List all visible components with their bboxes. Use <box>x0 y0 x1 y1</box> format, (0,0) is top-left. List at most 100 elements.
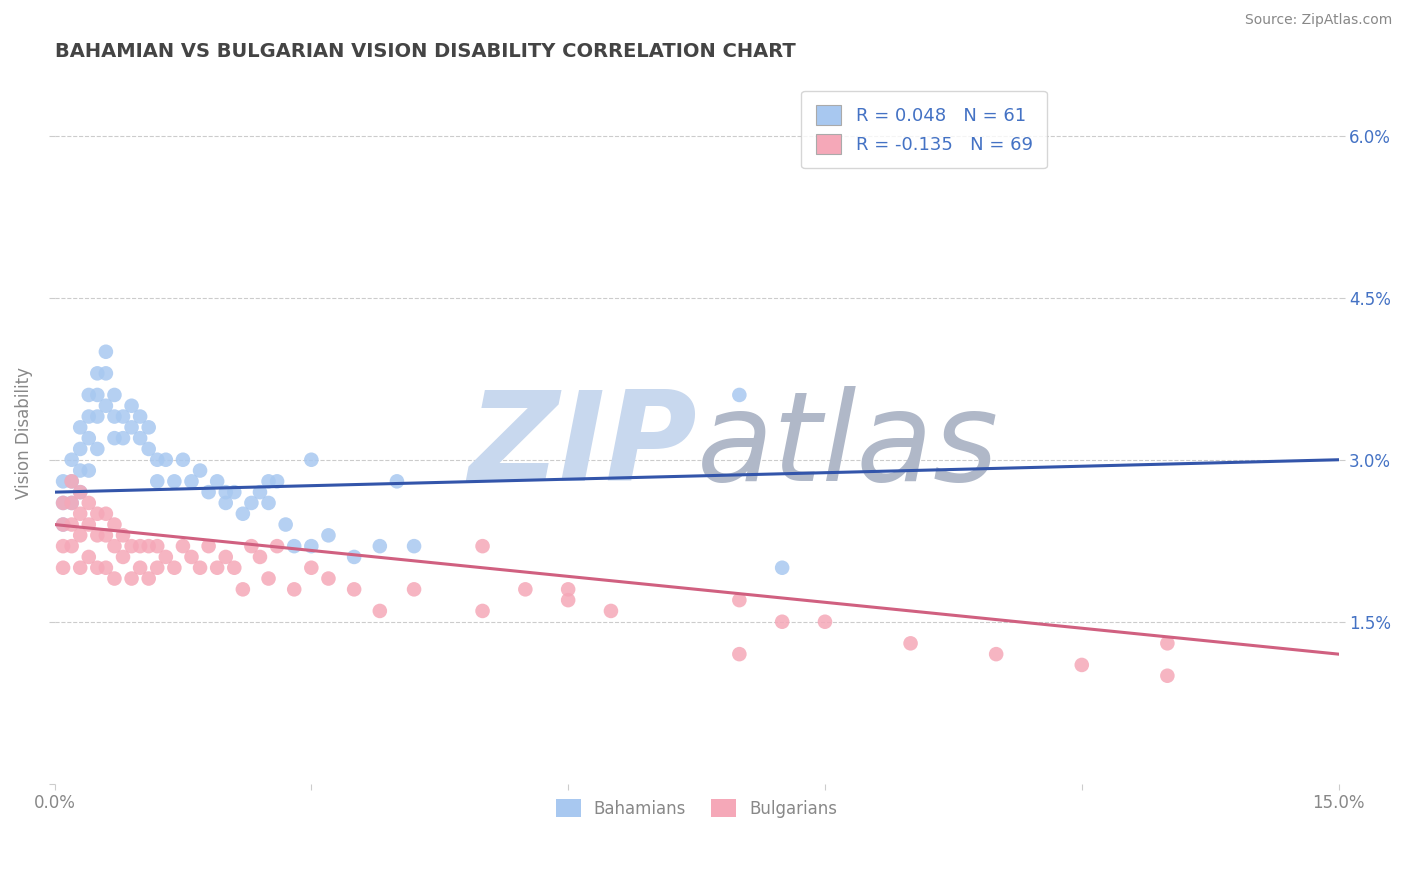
Point <box>1156 636 1178 650</box>
Point <box>94 560 117 574</box>
Point <box>77 464 100 478</box>
Point <box>274 517 297 532</box>
Point <box>299 452 322 467</box>
Point <box>197 485 219 500</box>
Point <box>69 442 91 456</box>
Point <box>69 507 91 521</box>
Point <box>138 539 160 553</box>
Point <box>600 604 623 618</box>
Point <box>471 604 494 618</box>
Point <box>155 549 177 564</box>
Point <box>103 572 125 586</box>
Point <box>249 549 271 564</box>
Point <box>69 560 91 574</box>
Point <box>103 409 125 424</box>
Point <box>103 539 125 553</box>
Point <box>1070 657 1092 672</box>
Point <box>52 496 75 510</box>
Point <box>77 431 100 445</box>
Point <box>77 496 100 510</box>
Point <box>266 539 288 553</box>
Point <box>986 647 1008 661</box>
Point <box>52 496 75 510</box>
Point <box>94 344 117 359</box>
Point <box>86 528 108 542</box>
Point <box>368 604 391 618</box>
Point <box>770 560 793 574</box>
Point <box>180 549 202 564</box>
Point <box>94 507 117 521</box>
Point <box>146 539 169 553</box>
Point <box>770 615 793 629</box>
Point <box>1156 669 1178 683</box>
Point <box>86 409 108 424</box>
Point <box>69 485 91 500</box>
Point <box>103 517 125 532</box>
Point <box>900 636 922 650</box>
Point <box>402 582 425 597</box>
Point <box>343 549 366 564</box>
Point <box>60 475 83 489</box>
Point <box>368 539 391 553</box>
Point <box>172 539 194 553</box>
Point <box>146 452 169 467</box>
Point <box>129 431 152 445</box>
Point <box>60 475 83 489</box>
Point <box>69 485 91 500</box>
Point <box>86 560 108 574</box>
Point <box>283 582 305 597</box>
Point <box>402 539 425 553</box>
Point <box>240 539 263 553</box>
Point <box>557 593 579 607</box>
Point <box>111 528 134 542</box>
Point <box>215 549 238 564</box>
Point <box>60 539 83 553</box>
Point <box>69 420 91 434</box>
Point <box>94 367 117 381</box>
Point <box>163 475 186 489</box>
Point <box>146 475 169 489</box>
Point <box>343 582 366 597</box>
Point <box>86 507 108 521</box>
Point <box>121 420 143 434</box>
Point <box>232 507 254 521</box>
Point <box>77 388 100 402</box>
Point <box>121 399 143 413</box>
Point <box>232 582 254 597</box>
Point <box>172 452 194 467</box>
Point <box>60 517 83 532</box>
Point <box>129 409 152 424</box>
Point <box>728 647 751 661</box>
Point <box>215 496 238 510</box>
Point <box>52 517 75 532</box>
Point <box>103 388 125 402</box>
Point <box>111 431 134 445</box>
Point <box>224 560 246 574</box>
Point <box>180 475 202 489</box>
Point <box>257 496 280 510</box>
Point <box>318 528 340 542</box>
Point <box>205 560 228 574</box>
Point <box>224 485 246 500</box>
Point <box>318 572 340 586</box>
Point <box>299 560 322 574</box>
Point <box>52 517 75 532</box>
Point <box>69 528 91 542</box>
Point <box>814 615 837 629</box>
Point <box>266 475 288 489</box>
Point <box>111 409 134 424</box>
Point <box>728 388 751 402</box>
Point <box>77 549 100 564</box>
Point <box>77 517 100 532</box>
Point <box>205 475 228 489</box>
Point <box>197 539 219 553</box>
Point <box>60 496 83 510</box>
Point <box>94 399 117 413</box>
Point <box>257 572 280 586</box>
Point <box>283 539 305 553</box>
Point <box>52 475 75 489</box>
Point <box>138 442 160 456</box>
Text: ZIP: ZIP <box>468 386 696 508</box>
Point <box>52 560 75 574</box>
Point <box>471 539 494 553</box>
